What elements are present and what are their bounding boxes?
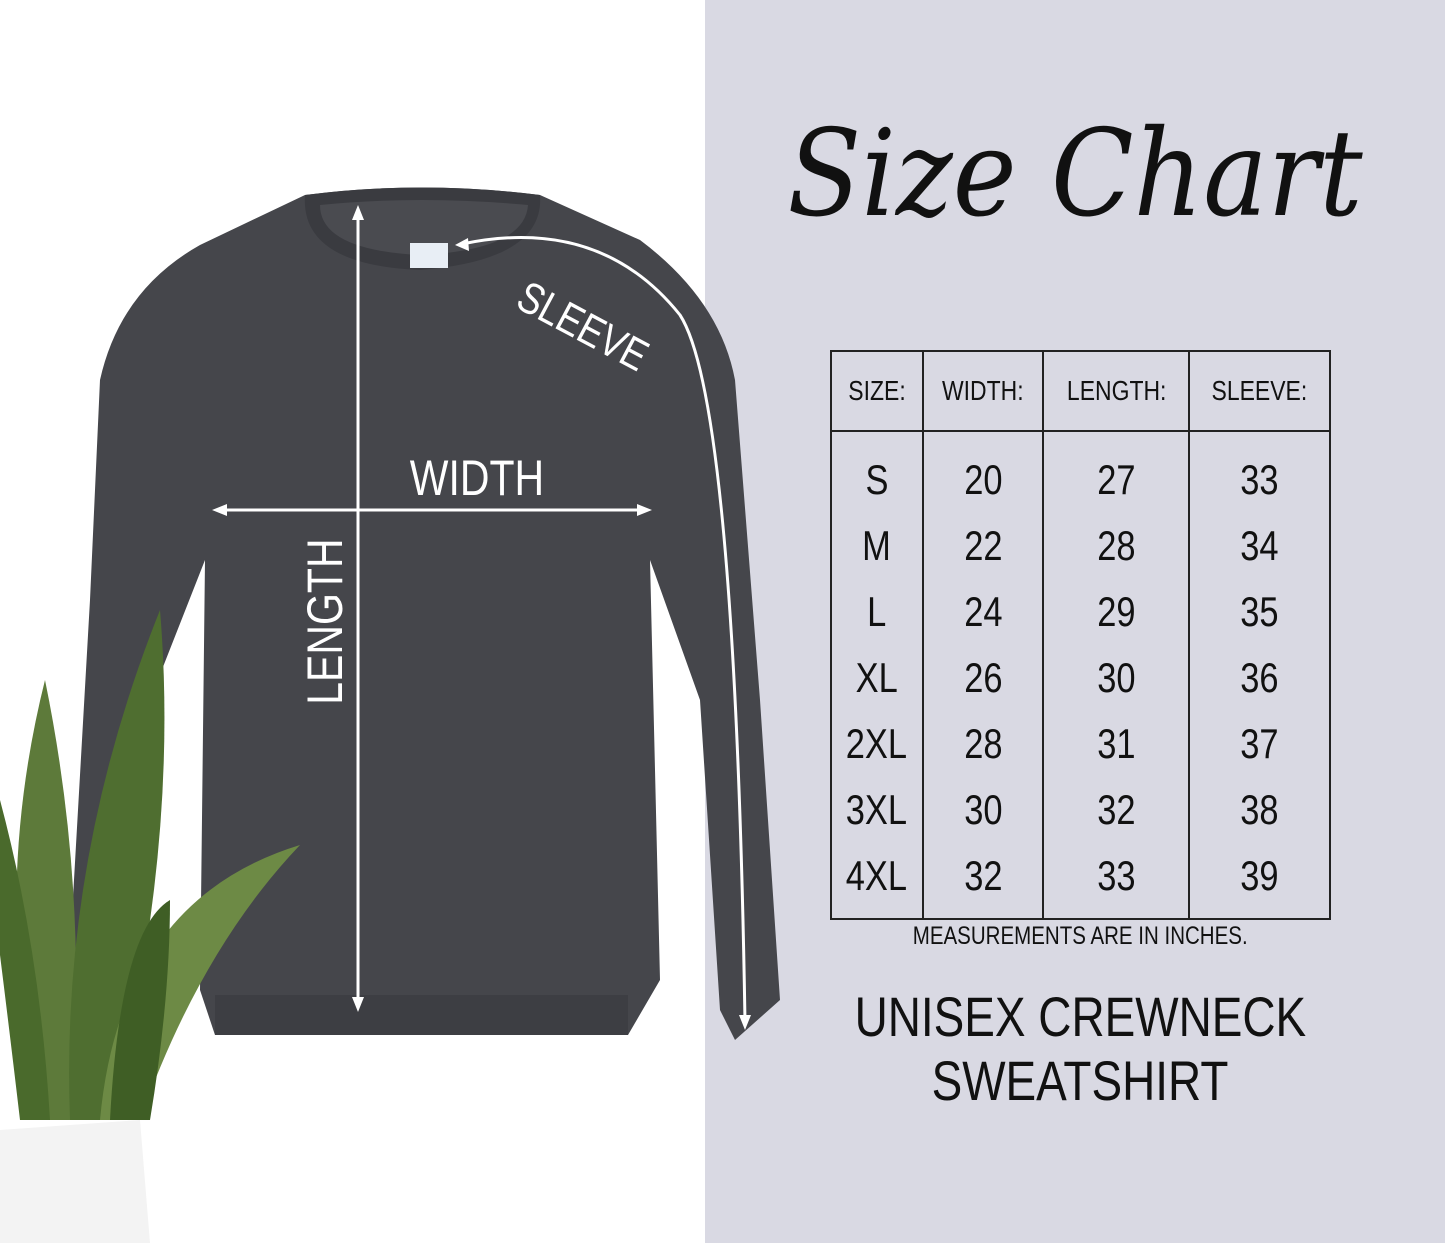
column-header: SLEEVE: [1211, 375, 1308, 406]
table-cell: M [862, 522, 892, 569]
sweatshirt [70, 187, 780, 1040]
table-cell: 39 [1240, 852, 1279, 899]
table-cell: 34 [1240, 522, 1279, 569]
table-cell: 32 [963, 852, 1003, 899]
page-title: Size Chart [787, 105, 1363, 244]
table-cell: 20 [963, 456, 1003, 503]
table-row: M 22 28 34 [830, 513, 1331, 579]
product-name: UNISEX CREWNECK SWEATSHIRT [760, 985, 1400, 1113]
column-header: LENGTH: [1066, 375, 1167, 406]
table-row: L 24 29 35 [830, 579, 1331, 645]
measurement-note: MEASUREMENTS ARE IN INCHES. [913, 922, 1248, 950]
table-row: XL 26 30 36 [830, 645, 1331, 711]
table-cell: 33 [1097, 852, 1136, 899]
table-cell: L [867, 588, 887, 635]
table-cell: 38 [1240, 786, 1279, 833]
table-cell: 22 [963, 522, 1003, 569]
table-cell: 27 [1097, 456, 1136, 503]
table-cell: 30 [963, 786, 1003, 833]
table-cell: 35 [1240, 588, 1279, 635]
table-row: 3XL 30 32 38 [830, 777, 1331, 843]
table-cell: 32 [1097, 786, 1136, 833]
table-cell: S [865, 456, 889, 503]
table-cell: XL [855, 654, 898, 701]
table-cell: 37 [1240, 720, 1279, 767]
table-cell: 28 [1097, 522, 1136, 569]
size-table: SIZE: WIDTH: LENGTH: SLEEVE: S 20 27 33 M 22 2… [830, 350, 1331, 920]
plant-decoration [0, 610, 300, 1243]
table-cell: 4XL [846, 852, 908, 899]
table-cell: 29 [1097, 588, 1136, 635]
table-cell: 2XL [846, 720, 908, 767]
table-cell: 33 [1240, 456, 1279, 503]
table-header-row: SIZE: WIDTH: LENGTH: SLEEVE: [830, 350, 1331, 432]
table-row: S 20 27 33 [830, 431, 1331, 513]
table-cell: 30 [1097, 654, 1136, 701]
table-row: 2XL 28 31 37 [830, 711, 1331, 777]
table-cell: 31 [1097, 720, 1136, 767]
table-cell: 28 [963, 720, 1003, 767]
width-label: WIDTH [409, 450, 545, 506]
table-cell: 3XL [846, 786, 908, 833]
column-header: WIDTH: [942, 375, 1024, 406]
table-row: 4XL 32 33 39 [830, 843, 1331, 920]
product-name-line-2: SWEATSHIRT [931, 1049, 1229, 1112]
table-cell: 24 [963, 588, 1003, 635]
table-cell: 36 [1240, 654, 1279, 701]
product-name-line-1: UNISEX CREWNECK [854, 985, 1306, 1048]
length-label: LENGTH [297, 538, 353, 705]
column-header: SIZE: [848, 375, 906, 406]
table-cell: 26 [963, 654, 1003, 701]
